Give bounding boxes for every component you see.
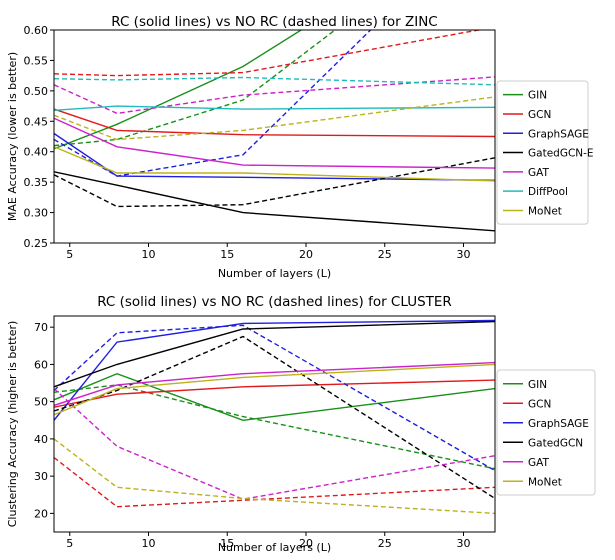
series-line-gcn-dashed	[54, 456, 495, 508]
legend-label: GatedGCN	[528, 437, 583, 449]
series-line-graphsage-solid	[54, 132, 495, 181]
y-tick-label: 70	[34, 321, 48, 334]
legend-label: GCN	[528, 398, 551, 410]
legend-box	[496, 369, 596, 496]
legend-label: GAT	[528, 167, 550, 179]
series-line-gatedgcn-solid	[54, 320, 495, 388]
series-line-gin-dashed	[54, 384, 495, 470]
series-line-monet-solid	[54, 363, 495, 416]
zinc-chart-title: RC (solid lines) vs NO RC (dashed lines)…	[111, 14, 438, 30]
x-tick-label: 5	[66, 248, 73, 261]
legend-label: GatedGCN-E	[528, 148, 594, 160]
y-tick-label: 0.50	[24, 85, 49, 98]
x-tick-label: 30	[457, 537, 471, 550]
cluster-chart: RC (solid lines) vs NO RC (dashed lines)…	[6, 294, 596, 554]
y-axis-label: MAE Accuracy (lower is better)	[6, 52, 19, 221]
legend: GIN GCN GraphSAGE GatedGCN-E GAT DiffPool MoNe…	[496, 80, 594, 225]
x-tick-label: 15	[220, 537, 234, 550]
plot-frame	[53, 29, 496, 244]
legend-label: DiffPool	[528, 186, 568, 198]
y-tick-label: 0.25	[24, 237, 49, 250]
zinc-chart: RC (solid lines) vs NO RC (dashed lines)…	[6, 14, 594, 280]
series-line-diffpool-dashed	[54, 76, 495, 86]
x-tick-label: 20	[299, 537, 313, 550]
y-tick-label: 50	[34, 396, 48, 409]
series-lines	[54, 30, 495, 232]
x-tick-label: 25	[378, 248, 392, 261]
y-tick-label: 20	[34, 507, 48, 520]
legend-label: GIN	[528, 90, 547, 102]
series-line-graphsage-solid	[54, 319, 495, 421]
x-axis-label: Number of layers (L)	[218, 267, 331, 280]
x-tick-label: 10	[142, 248, 156, 261]
y-tick-label: 0.60	[24, 24, 49, 37]
series-line-gcn-dashed	[54, 30, 483, 77]
legend: GIN GCN GraphSAGE GatedGCN GAT MoNet	[496, 369, 596, 496]
legend-label: GAT	[528, 457, 550, 469]
series-line-gatedgcn-e-solid	[54, 171, 495, 232]
legend-label: GCN	[528, 109, 551, 121]
legend-label: GraphSAGE	[528, 128, 589, 140]
series-line-monet-solid	[54, 146, 495, 182]
legend-label: GIN	[528, 379, 547, 391]
series-line-gatedgcn-dashed	[54, 335, 495, 500]
y-tick-label: 0.45	[24, 115, 49, 128]
x-tick-label: 30	[457, 248, 471, 261]
series-line-gcn-solid	[54, 108, 495, 138]
x-tick-label: 5	[66, 537, 73, 550]
y-tick-label: 0.30	[24, 207, 49, 220]
plot-frame	[53, 315, 496, 533]
series-line-monet-dashed	[54, 96, 495, 141]
y-tick-label: 30	[34, 470, 48, 483]
series-line-monet-dashed	[54, 438, 495, 515]
y-tick-label: 0.40	[24, 146, 49, 159]
series-line-diffpool-solid	[54, 105, 495, 111]
legend-label: MoNet	[528, 476, 562, 488]
y-tick-label: 60	[34, 358, 48, 371]
x-tick-label: 20	[299, 248, 313, 261]
series-line-gat-dashed	[54, 388, 495, 500]
cluster-chart-title: RC (solid lines) vs NO RC (dashed lines)…	[97, 294, 452, 310]
y-tick-label: 0.55	[24, 54, 49, 67]
x-axis-label: Number of layers (L)	[218, 541, 331, 554]
series-line-gin-solid	[54, 30, 303, 150]
legend-label: MoNet	[528, 205, 562, 217]
legend-box	[496, 80, 589, 225]
x-tick-label: 15	[220, 248, 234, 261]
series-line-gin-dashed	[54, 30, 337, 147]
series-line-gat-dashed	[54, 76, 495, 115]
series-line-gin-solid	[54, 372, 495, 422]
series-lines	[54, 319, 495, 515]
series-line-gat-solid	[54, 361, 495, 407]
y-axis-label: Clustering Accuracy (higher is better)	[6, 321, 19, 528]
series-line-graphsage-dashed	[54, 324, 495, 472]
legend-label: GraphSAGE	[528, 418, 589, 430]
y-tick-label: 40	[34, 433, 48, 446]
series-line-gat-solid	[54, 117, 495, 169]
series-line-graphsage-dashed	[54, 30, 372, 177]
series-line-gatedgcn-e-dashed	[54, 157, 495, 208]
x-tick-label: 10	[142, 537, 156, 550]
y-tick-label: 0.35	[24, 176, 49, 189]
x-tick-label: 25	[378, 537, 392, 550]
